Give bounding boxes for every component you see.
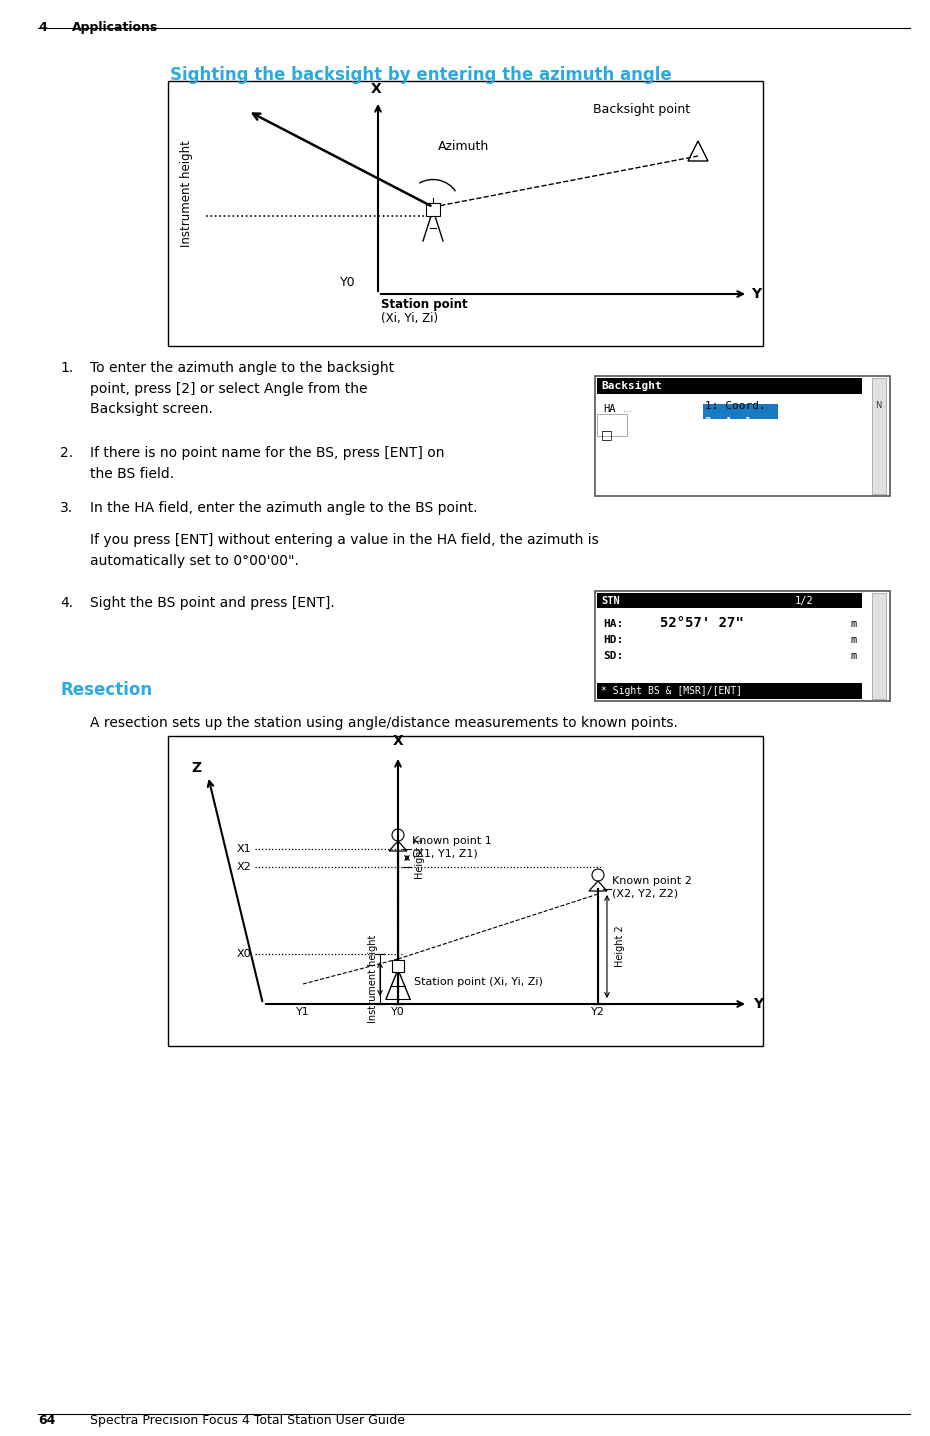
Text: (X2, Y2, Z2): (X2, Y2, Z2)	[612, 887, 678, 898]
Text: In the HA field, enter the azimuth angle to the BS point.: In the HA field, enter the azimuth angle…	[90, 501, 477, 516]
Bar	[597, 378, 862, 393]
Text: Z: Z	[191, 761, 201, 775]
Bar	[597, 414, 627, 437]
Text: 2: Angle: 2: Angle	[705, 416, 759, 426]
Bar	[597, 593, 862, 607]
Text: Known point 1: Known point 1	[412, 836, 492, 846]
Bar	[168, 737, 763, 1045]
Bar	[168, 80, 763, 346]
Bar	[392, 961, 404, 972]
Text: Y0: Y0	[340, 276, 356, 289]
Text: X: X	[371, 82, 381, 96]
Text: Applications: Applications	[72, 22, 158, 34]
Text: X0: X0	[236, 949, 251, 959]
Bar	[426, 202, 440, 215]
Text: Instrument height: Instrument height	[368, 935, 378, 1024]
Text: 4.: 4.	[60, 596, 73, 610]
Bar	[595, 592, 890, 701]
Text: Y2: Y2	[591, 1007, 604, 1017]
Text: STN: STN	[601, 596, 619, 606]
Text: N: N	[875, 402, 882, 411]
Text: X1: X1	[236, 844, 251, 854]
Text: 64: 64	[38, 1414, 56, 1427]
Text: Instrument height: Instrument height	[179, 141, 193, 247]
Text: Height 1: Height 1	[415, 837, 425, 879]
Text: To enter the azimuth angle to the backsight
point, press [2] or select Angle fro: To enter the azimuth angle to the backsi…	[90, 360, 394, 416]
Text: Station point (Xi, Yi, Zi): Station point (Xi, Yi, Zi)	[414, 976, 543, 987]
Text: Known point 2: Known point 2	[612, 876, 692, 886]
Bar	[703, 404, 778, 419]
Text: 52°57' 27": 52°57' 27"	[660, 616, 744, 630]
Text: ...: ...	[623, 404, 632, 414]
Text: m: m	[850, 619, 857, 629]
Text: HD:: HD:	[603, 635, 623, 645]
Bar	[595, 376, 890, 495]
Text: 1/2: 1/2	[795, 596, 814, 606]
Text: Height 2: Height 2	[615, 926, 625, 968]
Text: A resection sets up the station using angle/distance measurements to known point: A resection sets up the station using an…	[90, 717, 678, 729]
Text: X2: X2	[236, 862, 251, 872]
Text: Backsight point: Backsight point	[593, 103, 690, 116]
Text: If there is no point name for the BS, press [ENT] on
the BS field.: If there is no point name for the BS, pr…	[90, 447, 445, 481]
Text: Sighting the backsight by entering the azimuth angle: Sighting the backsight by entering the a…	[170, 66, 671, 83]
Text: (Xi, Yi, Zi): (Xi, Yi, Zi)	[381, 312, 438, 325]
Text: HA: HA	[603, 404, 616, 414]
Text: Sight the BS point and press [ENT].: Sight the BS point and press [ENT].	[90, 596, 335, 610]
Text: Y: Y	[753, 997, 764, 1011]
Bar	[872, 378, 886, 494]
Text: SD:: SD:	[603, 651, 623, 661]
Text: 4: 4	[38, 22, 46, 34]
Text: 3.: 3.	[60, 501, 73, 516]
Text: Backsight: Backsight	[601, 381, 662, 391]
Text: m: m	[850, 651, 857, 661]
Text: 1.: 1.	[60, 360, 73, 375]
Text: (X1, Y1, Z1): (X1, Y1, Z1)	[412, 849, 478, 857]
Bar	[597, 684, 862, 699]
Text: Resection: Resection	[60, 681, 153, 699]
Text: Azimuth: Azimuth	[438, 139, 489, 152]
Text: Station point: Station point	[381, 299, 468, 312]
Text: Y0: Y0	[392, 1007, 405, 1017]
Text: m: m	[850, 635, 857, 645]
Text: Spectra Precision Focus 4 Total Station User Guide: Spectra Precision Focus 4 Total Station …	[90, 1414, 405, 1427]
Text: 2.: 2.	[60, 447, 73, 460]
Text: If you press [ENT] without entering a value in the HA field, the azimuth is
auto: If you press [ENT] without entering a va…	[90, 533, 599, 567]
Text: X: X	[392, 734, 404, 748]
Text: Y: Y	[751, 287, 761, 302]
Text: * Sight BS & [MSR]/[ENT]: * Sight BS & [MSR]/[ENT]	[601, 686, 742, 696]
Text: □: □	[601, 428, 613, 441]
Text: HA:: HA:	[603, 619, 623, 629]
Text: 1: Coord.: 1: Coord.	[705, 401, 765, 411]
Text: Y1: Y1	[296, 1007, 310, 1017]
Bar	[872, 593, 886, 699]
